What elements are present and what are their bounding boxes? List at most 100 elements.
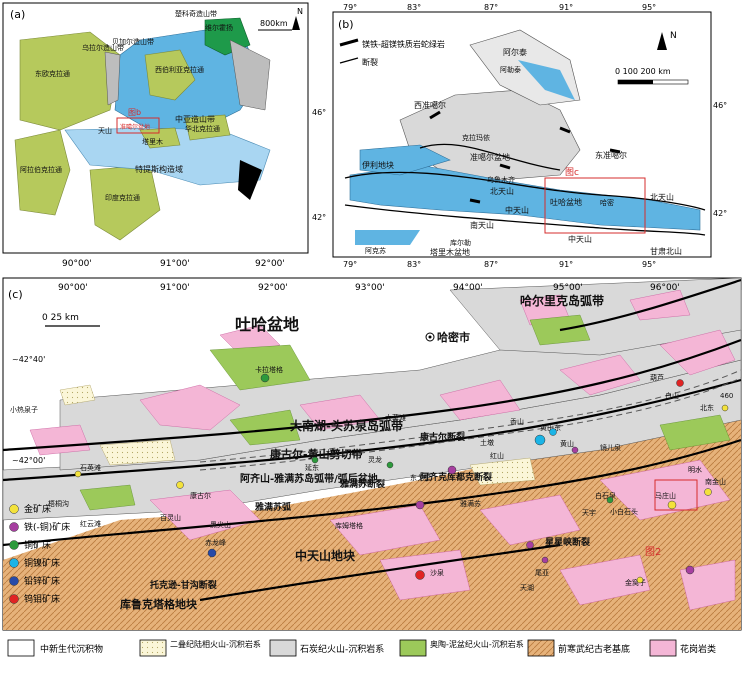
legend-cuni-icon	[9, 558, 19, 568]
place-3: 康古尔	[190, 491, 211, 500]
altai-blue	[518, 60, 575, 100]
place-0: 卡拉塔格	[255, 365, 283, 374]
deposit	[74, 470, 82, 478]
c-kanggur: 康古尔-黄山剪切带	[270, 447, 363, 461]
place-31: 天宇	[582, 508, 596, 517]
legend-pbzn: 铅锌矿床	[24, 575, 60, 587]
deposit	[549, 428, 557, 436]
panel-b: (b) 图c 79° 83° 87° 91° 95°	[312, 3, 727, 269]
b-s-tianshan: 南天山	[470, 220, 494, 230]
place-18: 库姆塔格	[335, 521, 363, 530]
place-15: 百灵山	[160, 513, 181, 522]
deposit	[606, 496, 614, 504]
c-lon-2: 92°00'	[258, 283, 288, 293]
place-7: 白山	[665, 391, 679, 400]
deposit	[176, 481, 184, 489]
inset-label: 图b	[128, 108, 141, 117]
legend-unit-2-swatch	[269, 639, 297, 657]
place-19: 尾亚	[535, 569, 549, 577]
b-lon-bot-4: 95°	[642, 260, 656, 269]
panel-a-lon-0: 90°00'	[62, 259, 92, 269]
label-chukotka: 楚科奇造山带	[175, 9, 217, 18]
c-aqishan: 阿齐山-雅满苏岛弧带/弧后盆地	[240, 472, 378, 485]
b-korla: 库尔勒	[450, 238, 471, 247]
place-34: 460	[720, 392, 733, 400]
c-danan: 大南湖-头苏泉岛弧带	[290, 418, 403, 433]
place-10: 大草滩	[385, 413, 406, 422]
panel-b-box-c	[544, 177, 646, 234]
label-central-asia: 中亚造山带	[175, 114, 215, 124]
place-13: 梧桐沟	[48, 499, 69, 508]
panel-b-scale-fill	[618, 80, 653, 84]
legend-unit-5: 花岗岩类	[680, 643, 716, 655]
siberian-craton	[144, 49, 196, 101]
panel-a-north: N	[297, 7, 303, 16]
panel-b-north-arrow	[657, 32, 667, 50]
legend-unit-0-swatch	[7, 639, 35, 657]
b-lon-bot-0: 79°	[343, 260, 357, 269]
deposit	[260, 373, 270, 383]
yili-block	[359, 144, 451, 176]
east-coast-black	[238, 160, 262, 200]
legend-unit-5-swatch	[649, 639, 677, 657]
place-25: 镜儿泉	[600, 443, 621, 452]
inset-sub: 准噶尔盆地	[120, 123, 150, 131]
label-ural: 乌拉尔造山带	[82, 43, 124, 52]
tianshan-belt	[349, 164, 701, 231]
deposit	[667, 500, 677, 510]
hami-city-dot	[428, 335, 432, 339]
arabian-craton	[14, 129, 71, 216]
b-lon-top-2: 87°	[484, 3, 498, 12]
legend-fault-swatch	[339, 57, 359, 64]
b-bei-tianshan: 北天山	[650, 192, 674, 202]
c-scale: 0 25 km	[42, 313, 79, 323]
b-altay-city: 阿勒泰	[500, 65, 521, 74]
c-lon-0: 90°00'	[58, 283, 88, 293]
b-lat-right-1: 42°	[713, 209, 727, 218]
place-17: 赤龙峰	[205, 538, 226, 547]
label-baikal: 贝加尔造山带	[112, 37, 154, 46]
c-kanggur-fault: 康古尔断裂	[420, 431, 465, 443]
panel-b-ophiolites	[429, 110, 621, 204]
b-altai: 阿尔泰	[503, 47, 527, 57]
panel-a: (a) 图b 准噶尔盆地 东欧克拉通 乌拉尔造山带 贝加尔造山带 西伯利亚克拉通…	[2, 2, 309, 269]
legend-wmo: 钨钼矿床	[24, 593, 60, 605]
deposit	[415, 570, 425, 580]
deposit	[207, 548, 217, 558]
b-c-tianshan-2: 中天山	[568, 234, 592, 244]
label-india: 印度克拉通	[105, 193, 140, 202]
c-hami-city: 哈密市	[437, 330, 470, 344]
b-lat-right-0: 46°	[713, 101, 727, 110]
deposit	[526, 541, 534, 549]
place-labels: 卡拉塔格 小热泉子 石英滩 康古尔 土墩 香山 葫芦 白山 北东 红山 大草滩 …	[10, 365, 733, 592]
deposit	[541, 556, 549, 564]
inset-box-b	[116, 117, 160, 134]
legend-unit-1: 二叠纪陆相火山-沉积岩系	[170, 639, 261, 649]
legend-copper-icon	[9, 540, 19, 550]
deposit	[534, 434, 546, 446]
deposit	[311, 456, 319, 464]
label-verkhoyansk: 维尔霍扬	[205, 23, 233, 32]
b-lon-bot-3: 91°	[559, 260, 573, 269]
c-lon-1: 91°00'	[160, 283, 190, 293]
panel-b-scale: 0 100 200 km	[615, 67, 671, 76]
c-harlik: 哈尔里克岛弧带	[520, 293, 604, 308]
place-20: 天湖	[520, 583, 534, 592]
deposit	[676, 379, 684, 387]
place-36: 明水	[688, 465, 702, 474]
place-26: 土屋	[325, 448, 339, 457]
place-14: 红云滩	[80, 519, 101, 528]
c-kumishi: 库鲁克塔格地块	[120, 597, 198, 611]
place-30: 白石泉	[595, 491, 616, 500]
panel-b-faults	[344, 143, 706, 236]
legend-iron-icon	[9, 522, 19, 532]
place-22: 金窝子	[625, 578, 646, 587]
ural-belt	[104, 51, 121, 106]
label-tarim: 塔里木	[142, 137, 163, 146]
legend-cuni: 铜镍矿床	[24, 557, 60, 569]
place-5: 香山	[510, 417, 524, 426]
legend-unit-4-swatch	[527, 639, 555, 657]
panel-a-north-arrow	[292, 16, 300, 30]
place-4: 土墩	[480, 438, 494, 447]
